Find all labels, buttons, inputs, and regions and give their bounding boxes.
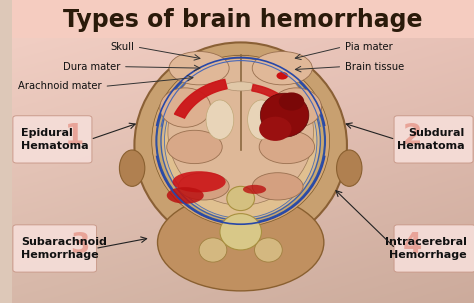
FancyBboxPatch shape — [13, 116, 92, 163]
Text: 3: 3 — [70, 231, 89, 259]
Text: 4: 4 — [402, 231, 422, 259]
Text: 1: 1 — [65, 122, 84, 150]
Ellipse shape — [160, 88, 210, 127]
Text: Intracerebral
Hemorrhage: Intracerebral Hemorrhage — [385, 237, 467, 260]
Ellipse shape — [243, 185, 266, 194]
Ellipse shape — [169, 52, 229, 85]
Text: Dura mater: Dura mater — [63, 62, 120, 72]
Ellipse shape — [173, 171, 226, 192]
Ellipse shape — [276, 72, 288, 79]
Ellipse shape — [119, 150, 145, 186]
Ellipse shape — [252, 173, 303, 200]
Ellipse shape — [279, 92, 304, 111]
Ellipse shape — [259, 117, 292, 141]
Ellipse shape — [157, 194, 324, 291]
Ellipse shape — [135, 42, 347, 248]
Ellipse shape — [206, 100, 234, 139]
FancyBboxPatch shape — [12, 0, 474, 38]
Text: Subarachnoid
Hemorrhage: Subarachnoid Hemorrhage — [21, 237, 107, 260]
Ellipse shape — [178, 173, 229, 200]
Ellipse shape — [227, 186, 255, 211]
Ellipse shape — [167, 130, 222, 164]
Ellipse shape — [225, 82, 257, 91]
Polygon shape — [174, 79, 227, 118]
FancyBboxPatch shape — [394, 225, 474, 272]
Ellipse shape — [167, 187, 204, 204]
Text: Subdural
Hematoma: Subdural Hematoma — [397, 128, 465, 151]
Ellipse shape — [260, 93, 309, 137]
Ellipse shape — [271, 88, 321, 127]
Ellipse shape — [259, 130, 315, 164]
Ellipse shape — [247, 100, 275, 139]
Ellipse shape — [255, 238, 282, 262]
Text: Arachnoid mater: Arachnoid mater — [18, 81, 102, 92]
Text: Pia mater: Pia mater — [345, 42, 392, 52]
Ellipse shape — [156, 58, 325, 224]
Ellipse shape — [152, 55, 329, 226]
Ellipse shape — [199, 238, 227, 262]
Text: Skull: Skull — [110, 42, 135, 52]
FancyBboxPatch shape — [13, 225, 97, 272]
Ellipse shape — [168, 58, 313, 205]
Text: Epidural
Hematoma: Epidural Hematoma — [21, 128, 89, 151]
Ellipse shape — [161, 61, 320, 221]
Text: 2: 2 — [402, 122, 422, 150]
Polygon shape — [252, 85, 301, 119]
FancyBboxPatch shape — [394, 116, 473, 163]
Ellipse shape — [164, 64, 317, 218]
Ellipse shape — [220, 214, 262, 250]
Ellipse shape — [252, 52, 312, 85]
Ellipse shape — [337, 150, 362, 186]
Text: Types of brain hemorrhage: Types of brain hemorrhage — [63, 8, 423, 32]
Text: Brain tissue: Brain tissue — [345, 62, 404, 72]
